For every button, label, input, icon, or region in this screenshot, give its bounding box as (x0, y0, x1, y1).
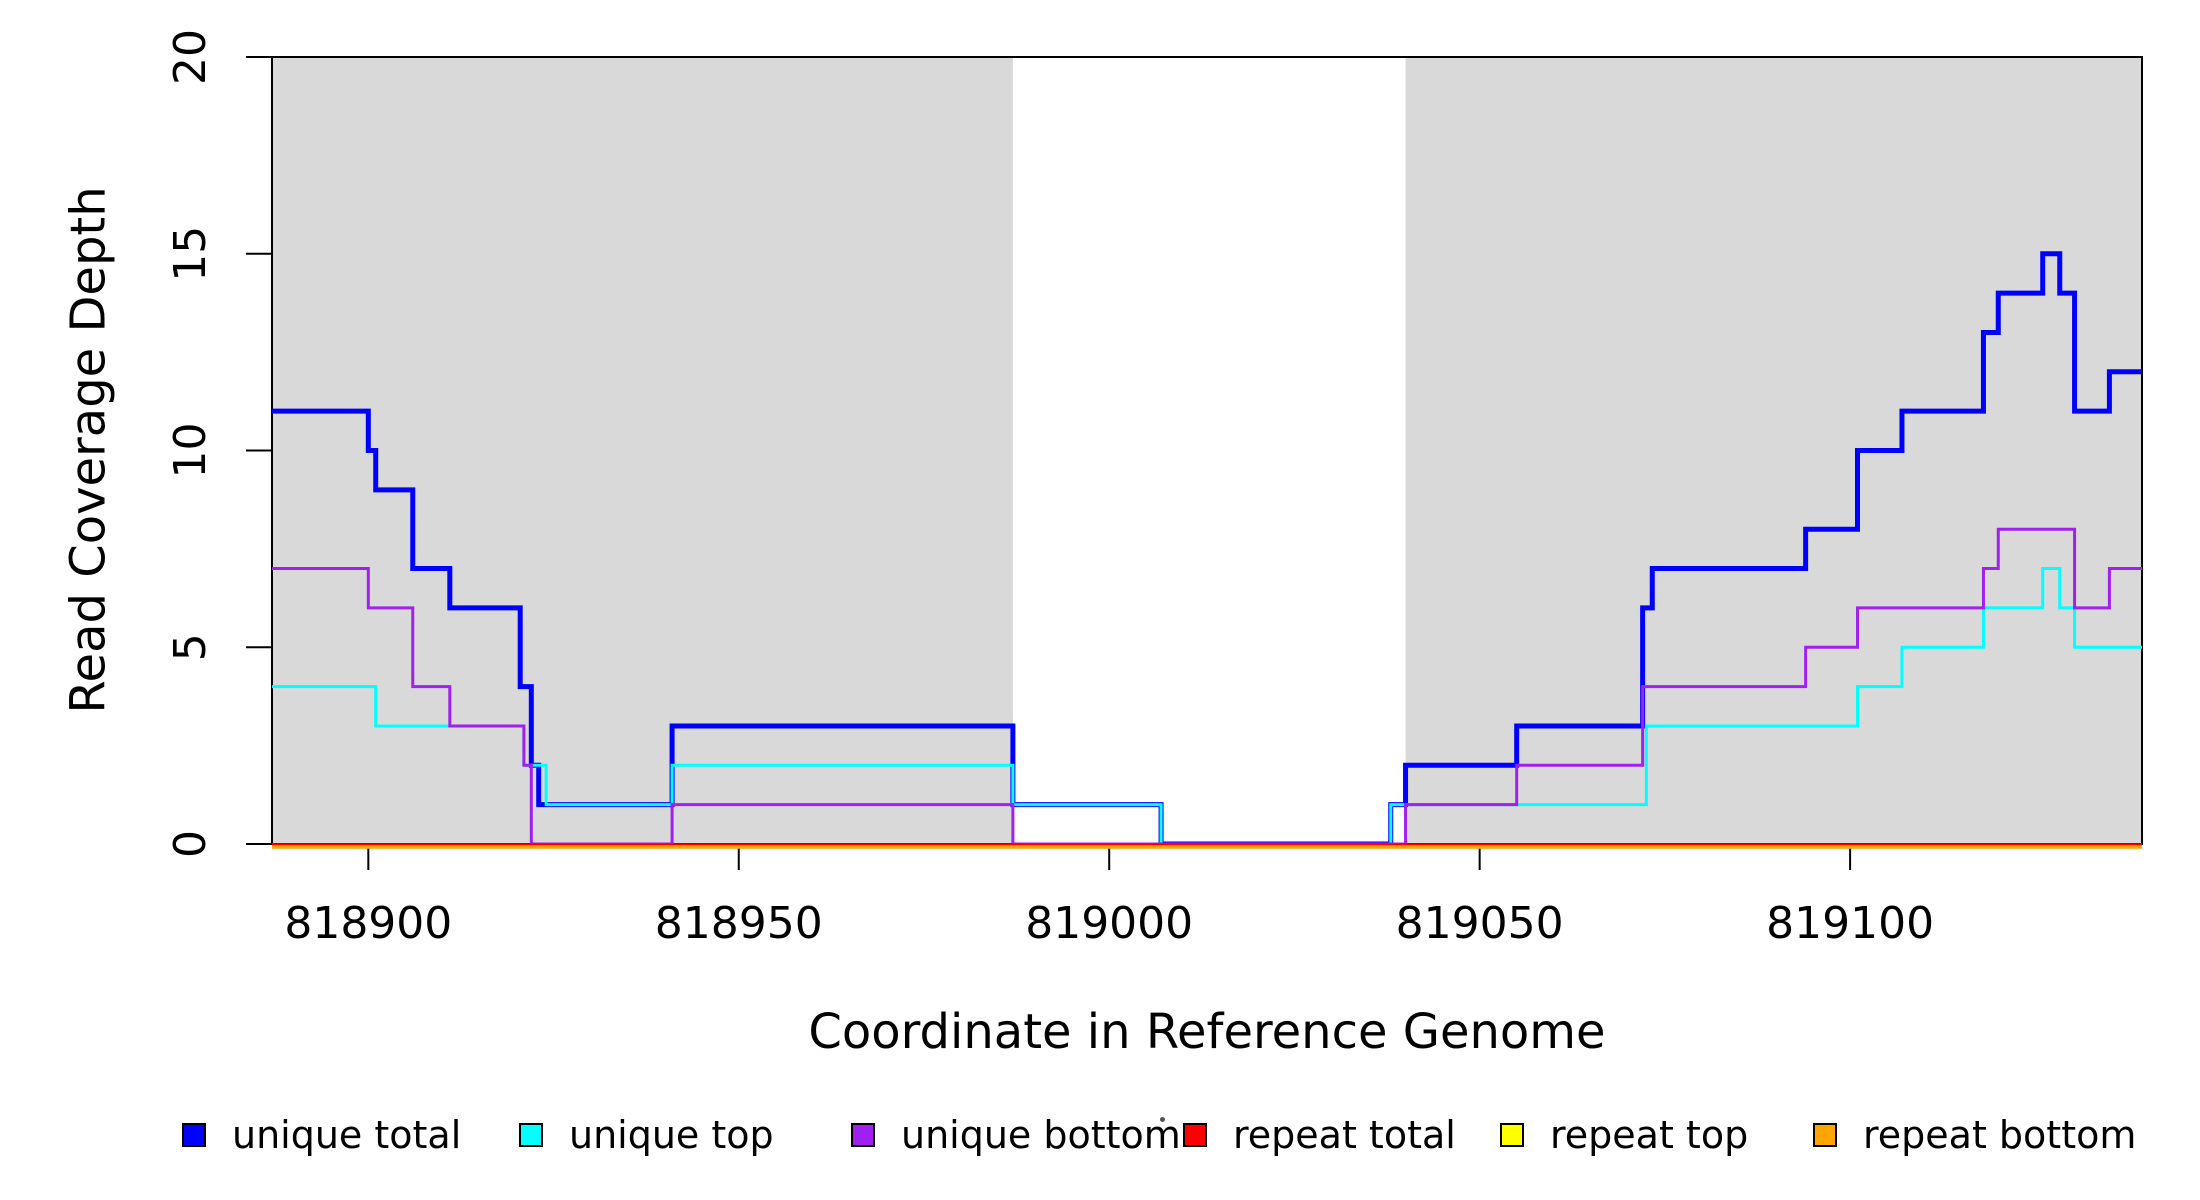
legend-swatch-unique-bottom (851, 1123, 875, 1147)
legend-swatch-repeat-top (1500, 1123, 1524, 1147)
legend-label-unique-total: unique total (232, 1113, 462, 1157)
axis-ticks (246, 56, 1852, 870)
shaded-regions (272, 57, 2142, 844)
legend-swatch-repeat-total (1183, 1123, 1207, 1147)
legend-item-repeat-top: repeat top (1500, 1113, 1748, 1157)
y-tick-label: 20 (165, 29, 216, 85)
legend-swatch-unique-total (182, 1123, 206, 1147)
legend-item-unique-total: unique total (182, 1113, 461, 1157)
x-tick-label: 818950 (655, 898, 823, 949)
series-unique-total (272, 251, 2142, 847)
x-axis-title: Coordinate in Reference Genome (808, 1004, 1605, 1060)
unique-region-left (272, 57, 1013, 844)
y-tick-label: 15 (165, 226, 216, 282)
legend-label-repeat-bottom: repeat bottom (1863, 1113, 2137, 1157)
legend-item-unique-bottom: unique bottom (851, 1113, 1181, 1157)
y-axis-title: Read Coverage Depth (60, 186, 116, 713)
legend-swatch-unique-top (519, 1123, 543, 1147)
legend-label-repeat-total: repeat total (1233, 1113, 1456, 1157)
series-lines (272, 251, 2142, 849)
x-tick-label: 819050 (1396, 898, 1564, 949)
series-unique-bottom (272, 527, 2142, 846)
legend-label-repeat-top: repeat top (1550, 1113, 1749, 1157)
y-tick-label: 5 (165, 633, 216, 661)
legend-swatch-repeat-bottom (1813, 1123, 1837, 1147)
y-tick-label: 0 (165, 830, 216, 858)
x-tick-label: 819000 (1025, 898, 1193, 949)
x-tick-label: 819100 (1766, 898, 1934, 949)
series-unique-top (272, 567, 2142, 846)
legend-item-repeat-total: repeat total (1183, 1113, 1456, 1157)
y-tick-label: 10 (165, 423, 216, 479)
legend-item-unique-top: unique top (519, 1113, 774, 1157)
legend-label-unique-bottom: unique bottom (901, 1113, 1181, 1157)
x-tick-label: 818900 (284, 898, 452, 949)
unique-region-right (1405, 57, 2142, 844)
tick-labels: 818900 818950 819000 819050 819100 0 5 10 15 20 (165, 29, 1934, 949)
legend-label-unique-top: unique top (569, 1113, 774, 1157)
legend-item-repeat-bottom: repeat bottom (1813, 1113, 2136, 1157)
artifact-dot (1160, 1117, 1165, 1122)
